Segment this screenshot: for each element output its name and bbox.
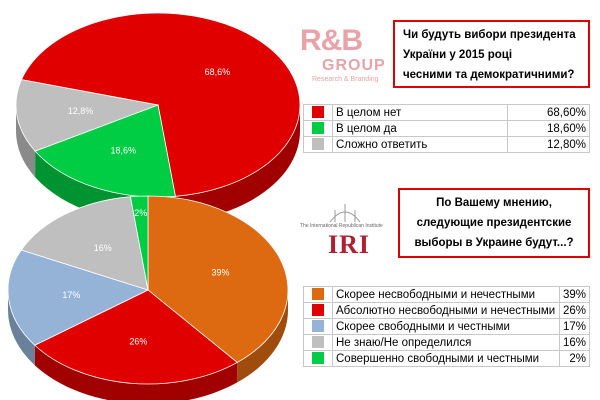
legend-row: Скорее свободными и честными 17% bbox=[303, 318, 591, 335]
pie-slice-0-2 bbox=[15, 79, 160, 152]
slice-label-0-0: 68,6% bbox=[205, 67, 231, 77]
legend-swatch bbox=[312, 352, 324, 365]
question-line: України у 2015 році bbox=[403, 49, 513, 61]
question-line: Чи будуть вибори президента bbox=[403, 29, 576, 41]
iri-logo: The International Republican Institute I… bbox=[300, 200, 390, 272]
slice-side-1-0 bbox=[237, 290, 288, 383]
legend-label: Скорее свободными и честными bbox=[332, 318, 560, 335]
legend-value: 2% bbox=[558, 350, 591, 367]
question-line: чесними та демократичними? bbox=[403, 69, 575, 81]
legend-swatch bbox=[312, 288, 324, 301]
iri-emblem-icon bbox=[329, 204, 361, 223]
slice-label-1-0: 39% bbox=[211, 267, 229, 277]
iri-logo-caption: The International Republican Institute bbox=[300, 223, 383, 229]
question-box-next-elections: По Вашему мнению, следующие президентски… bbox=[398, 188, 590, 258]
legend-table-next-elections: Скорее несвободными и нечестными 39% Абсол… bbox=[303, 286, 591, 367]
legend-label: Скорее несвободными и нечестными bbox=[332, 286, 560, 303]
slice-label-1-3: 16% bbox=[94, 243, 112, 253]
legend-value: 16% bbox=[558, 334, 591, 351]
legend-row: Совершенно свободными и честными 2% bbox=[303, 350, 591, 367]
legend-swatch-cell bbox=[303, 302, 333, 319]
legend-swatch-cell bbox=[303, 136, 333, 153]
pie-slice-1-1 bbox=[34, 289, 238, 385]
question-line: По Вашему мнению, bbox=[436, 197, 552, 209]
question-box-2015: Чи будуть вибори президента України у 20… bbox=[393, 20, 590, 88]
legend-row: Абсолютно несвободными и нечестными 26% bbox=[303, 302, 591, 319]
slice-side-1-1 bbox=[34, 345, 238, 400]
legend-swatch-cell bbox=[303, 120, 333, 137]
slice-label-0-1: 18,6% bbox=[110, 145, 136, 155]
legend-value: 18,60% bbox=[507, 120, 590, 137]
legend-row: В целом нет 68,60% bbox=[303, 104, 590, 121]
legend-swatch bbox=[312, 106, 324, 119]
slice-side-1-2 bbox=[8, 290, 35, 366]
slice-label-0-2: 12,8% bbox=[68, 106, 94, 116]
pie-slice-1-4 bbox=[129, 195, 149, 291]
slice-side-0-0 bbox=[175, 105, 300, 223]
slice-label-1-2: 17% bbox=[62, 290, 80, 300]
pie-slice-1-2 bbox=[7, 249, 150, 346]
legend-value: 68,60% bbox=[507, 104, 590, 121]
slice-label-1-4: 2% bbox=[134, 208, 147, 218]
legend-label: В целом нет bbox=[331, 104, 509, 121]
legend-label: Абсолютно несвободными и нечестными bbox=[332, 302, 560, 319]
legend-swatch bbox=[312, 122, 324, 135]
legend-value: 39% bbox=[558, 286, 591, 303]
legend-row: Скорее несвободными и нечестными 39% bbox=[303, 286, 591, 303]
rb-logo-mark: R&B bbox=[300, 24, 363, 57]
rb-group-logo: R&B GROUP Research & Branding bbox=[300, 24, 392, 88]
legend-value: 26% bbox=[558, 302, 591, 319]
pie-slice-0-0 bbox=[20, 12, 301, 197]
question-line: выборы в Украине будут...? bbox=[414, 237, 574, 249]
legend-label: Сложно ответить bbox=[331, 136, 509, 153]
legend-swatch bbox=[312, 138, 324, 151]
iri-logo-mark: IRI bbox=[328, 230, 371, 259]
pie-slice-1-0 bbox=[147, 195, 289, 363]
legend-row: Не знаю/Не определился 16% bbox=[303, 334, 591, 351]
slice-label-1-1: 26% bbox=[129, 336, 147, 346]
pie-chart-next-elections: 39% 26% 17% 16% 2% bbox=[7, 195, 289, 400]
legend-swatch-cell bbox=[303, 286, 333, 303]
legend-swatch bbox=[312, 320, 324, 333]
legend-label: В целом да bbox=[331, 120, 509, 137]
pie-chart-elections-2015: 68,6% 18,6% 12,8% bbox=[15, 12, 301, 223]
legend-row: В целом да 18,60% bbox=[303, 120, 590, 137]
legend-row: Сложно ответить 12,80% bbox=[303, 136, 590, 153]
legend-swatch bbox=[312, 336, 324, 349]
legend-swatch-cell bbox=[303, 104, 333, 121]
slice-side-0-2 bbox=[15, 105, 36, 178]
legend-value: 17% bbox=[558, 318, 591, 335]
legend-swatch-cell bbox=[303, 334, 333, 351]
rb-logo-group: GROUP bbox=[322, 57, 386, 74]
legend-value: 12,80% bbox=[507, 136, 590, 153]
pie-slice-1-3 bbox=[20, 196, 149, 291]
legend-swatch-cell bbox=[303, 350, 333, 367]
rb-logo-subtitle: Research & Branding bbox=[312, 76, 379, 83]
legend-table-2015: В целом нет 68,60% В целом да 18,60% Сложно … bbox=[303, 104, 590, 153]
legend-label: Не знаю/Не определился bbox=[332, 334, 560, 351]
legend-swatch bbox=[312, 304, 324, 317]
question-line: следующие президентские bbox=[416, 217, 572, 229]
legend-label: Совершенно свободными и честными bbox=[332, 350, 560, 367]
legend-swatch-cell bbox=[303, 318, 333, 335]
